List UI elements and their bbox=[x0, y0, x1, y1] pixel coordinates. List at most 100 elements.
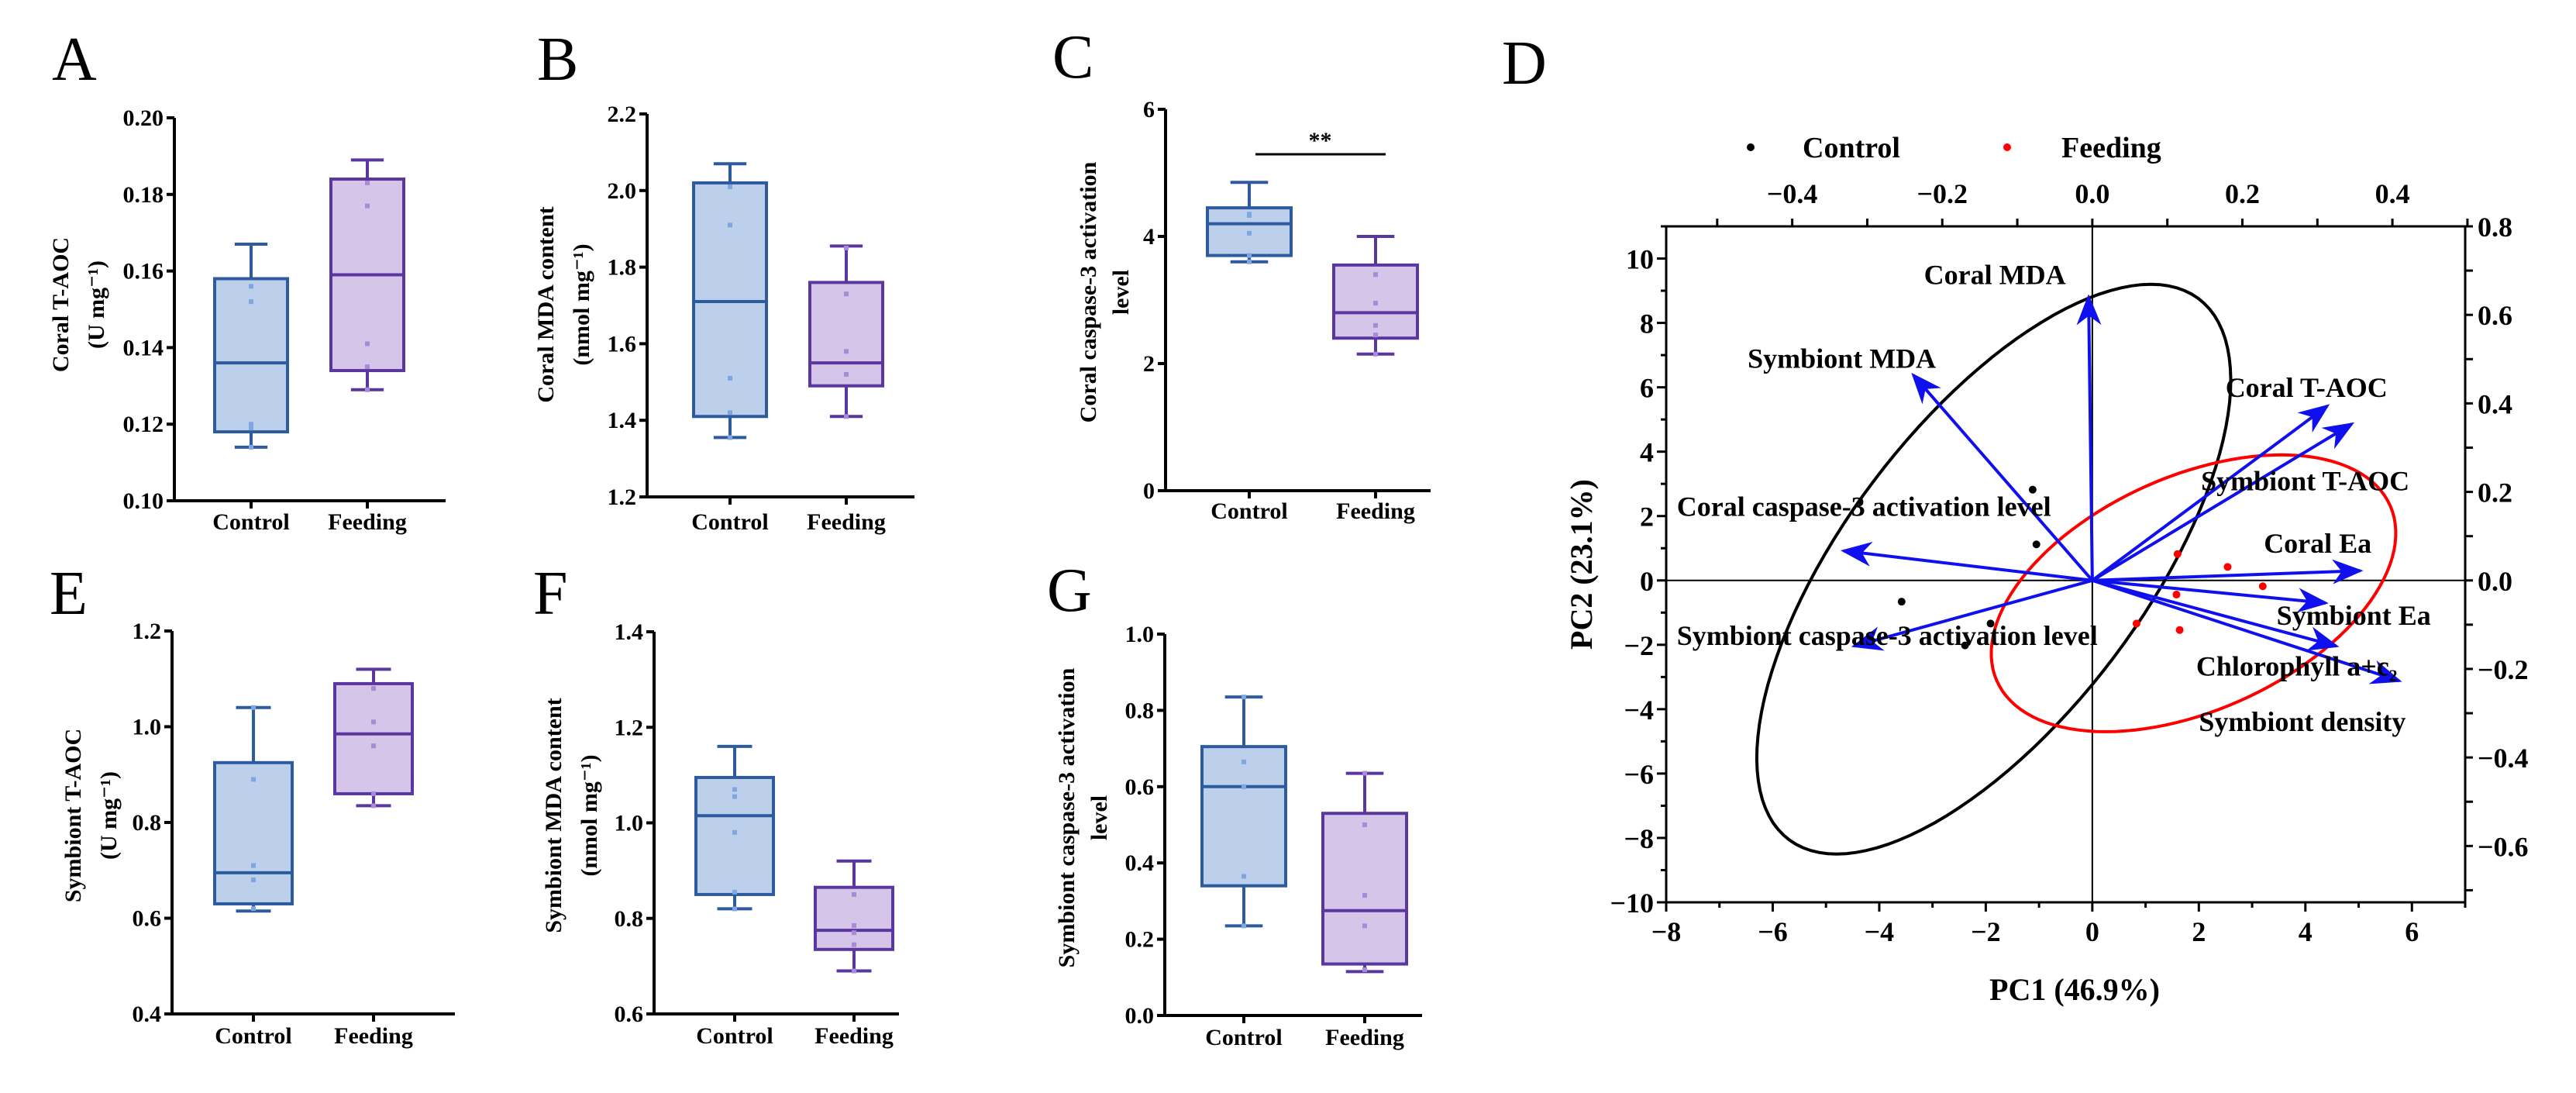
data-point bbox=[732, 889, 737, 895]
loading-label: Symbiont T-AOC bbox=[2201, 465, 2409, 496]
y-tick-label: 1.2 bbox=[615, 715, 644, 740]
data-point bbox=[1242, 784, 1246, 789]
data-point bbox=[728, 184, 732, 189]
data-point bbox=[365, 180, 370, 185]
x-tick-label: 0 bbox=[2085, 916, 2099, 947]
y-tick-label: 0.4 bbox=[1125, 850, 1155, 876]
score-point-control bbox=[1986, 619, 1995, 628]
data-point bbox=[1373, 301, 1378, 306]
legend-marker-feeding bbox=[2003, 143, 2011, 151]
box-iqr bbox=[1200, 745, 1287, 888]
data-point bbox=[365, 341, 370, 347]
significance-label: ** bbox=[1309, 128, 1332, 153]
data-point bbox=[1373, 333, 1378, 338]
data-point bbox=[844, 245, 849, 250]
data-point bbox=[1362, 967, 1367, 972]
y-tick-label: 0.2 bbox=[1125, 927, 1155, 953]
data-point bbox=[1247, 253, 1252, 258]
y-tick-label: 0.8 bbox=[615, 906, 644, 932]
y-tick-label: 0.6 bbox=[133, 906, 162, 932]
y-tick-label: 0.8 bbox=[133, 810, 162, 836]
box-iqr bbox=[814, 885, 894, 951]
y-tick-label: 0.4 bbox=[133, 1002, 162, 1027]
data-point bbox=[1362, 822, 1367, 827]
panel-letter: G bbox=[1047, 557, 1092, 625]
data-point bbox=[852, 930, 856, 936]
data-point bbox=[852, 891, 856, 897]
box-feeding bbox=[808, 244, 884, 419]
x-tick-label: −2 bbox=[1971, 916, 2001, 947]
data-point bbox=[249, 284, 253, 289]
legend-label-feeding: Feeding bbox=[2061, 132, 2161, 164]
panel-letter: E bbox=[50, 560, 88, 628]
box-iqr bbox=[808, 281, 884, 388]
loading-arrow bbox=[2091, 404, 2330, 582]
data-point bbox=[249, 426, 253, 431]
data-point bbox=[728, 222, 732, 228]
data-point bbox=[844, 371, 849, 377]
data-point bbox=[251, 906, 256, 912]
data-point bbox=[371, 719, 376, 725]
y-tick-label: 0.16 bbox=[123, 259, 164, 284]
y-tick-label: 1.8 bbox=[608, 255, 637, 281]
y-axis-label: Coral T-AOC bbox=[48, 237, 74, 372]
y-axis-label: Symbiont T-AOC bbox=[60, 729, 86, 902]
x-tick-label: −6 bbox=[1758, 916, 1788, 947]
box-control bbox=[1200, 695, 1287, 929]
y-tick-label: 1.0 bbox=[133, 715, 162, 740]
box-feeding bbox=[1332, 235, 1419, 357]
y-tick-label: 8 bbox=[1640, 309, 1654, 340]
right-tick-label: 0.4 bbox=[2478, 388, 2512, 419]
x-tick-label: 6 bbox=[2405, 916, 2419, 947]
y-axis-label: Coral caspase-3 activation bbox=[1076, 161, 1101, 422]
top-tick-label: −0.4 bbox=[1767, 178, 1818, 209]
panel-letter: B bbox=[537, 26, 578, 94]
top-tick-label: 0.0 bbox=[2075, 178, 2109, 209]
loading-label: Symbiont density bbox=[2199, 706, 2406, 737]
right-tick-label: −0.4 bbox=[2478, 743, 2529, 774]
data-point bbox=[728, 410, 732, 415]
score-point-feeding bbox=[2132, 619, 2140, 628]
panel-c: C 0 2 4 6 Coral caspase-3 activation level Cont… bbox=[1052, 23, 1431, 524]
data-point bbox=[365, 364, 370, 370]
score-point-control bbox=[1961, 641, 1969, 650]
right-tick-label: 0.2 bbox=[2478, 478, 2512, 509]
y-tick-label: 4 bbox=[1143, 224, 1155, 250]
y-tick-label: 2.2 bbox=[608, 102, 637, 127]
score-point-feeding bbox=[2175, 626, 2184, 634]
loading-label: Coral MDA bbox=[1924, 260, 2066, 291]
data-point bbox=[365, 387, 370, 392]
data-point bbox=[249, 444, 253, 450]
x-tick-label: Feeding bbox=[807, 509, 886, 535]
data-point bbox=[728, 435, 732, 440]
data-point bbox=[249, 299, 253, 305]
x-tick-label: Control bbox=[691, 509, 768, 535]
loading-arrow bbox=[2091, 422, 2355, 582]
data-point bbox=[1242, 874, 1246, 879]
data-point bbox=[249, 422, 253, 427]
y-tick-label: 10 bbox=[1626, 244, 1654, 275]
box-feeding bbox=[333, 667, 414, 809]
data-point bbox=[852, 942, 856, 947]
data-point bbox=[732, 787, 737, 792]
confidence-ellipse-feeding bbox=[1989, 453, 2398, 733]
panel-a: A 0.10 0.12 0.14 0.16 0.18 0.20 Coral T-AOC (U m… bbox=[48, 26, 446, 535]
y-tick-label: 1.0 bbox=[615, 811, 644, 836]
loading-label: Coral Ea bbox=[2264, 528, 2371, 559]
data-point bbox=[1247, 212, 1252, 218]
y-axis-label: (U mg⁻¹) bbox=[84, 260, 109, 349]
x-tick-label: Feeding bbox=[814, 1023, 894, 1049]
y-tick-label: 1.4 bbox=[608, 408, 637, 433]
data-point bbox=[1373, 351, 1378, 357]
data-point bbox=[371, 686, 376, 691]
score-point-control bbox=[2028, 485, 2037, 494]
box-iqr bbox=[692, 181, 768, 419]
data-point bbox=[251, 863, 256, 868]
score-point-control bbox=[2032, 540, 2040, 549]
data-point bbox=[251, 878, 256, 883]
y-axis-label: level bbox=[1087, 795, 1112, 840]
x-tick-label: Control bbox=[696, 1023, 773, 1049]
right-tick-label: −0.2 bbox=[2478, 654, 2529, 685]
right-tick-label: 0.0 bbox=[2478, 566, 2512, 597]
box-feeding bbox=[329, 158, 405, 392]
